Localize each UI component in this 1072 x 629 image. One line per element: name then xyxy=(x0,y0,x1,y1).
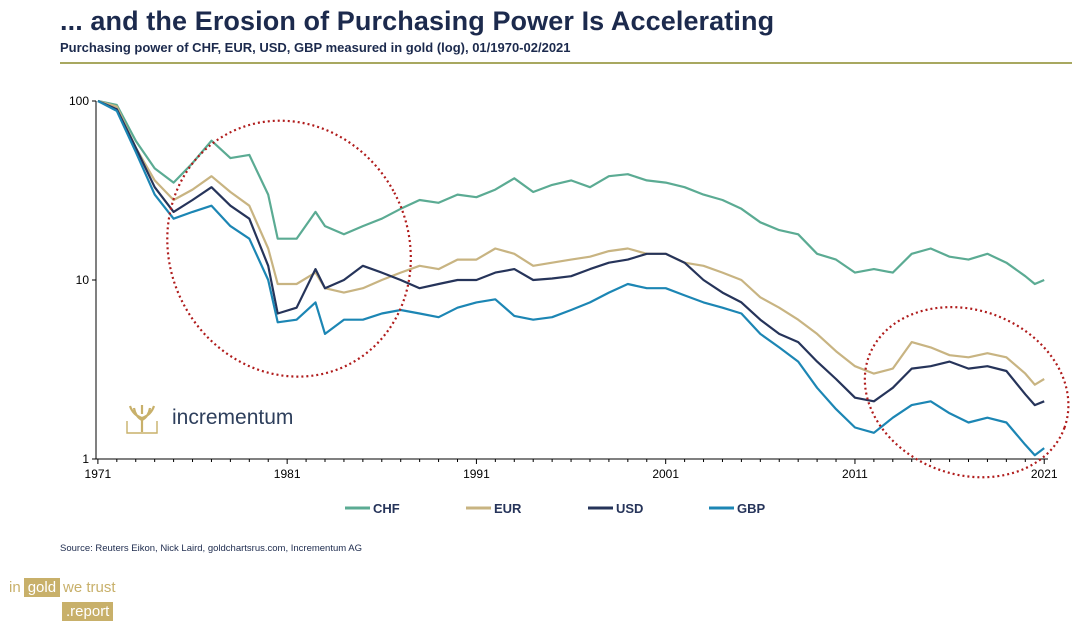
y-tick-label: 10 xyxy=(76,273,90,287)
brand-word-report: .report xyxy=(62,602,114,621)
legend-label-eur: EUR xyxy=(494,501,522,516)
legend-label-usd: USD xyxy=(616,501,643,516)
incrementum-tree-icon xyxy=(126,405,158,434)
annotation-ellipse-1970s xyxy=(166,119,412,378)
page-title: ... and the Erosion of Purchasing Power … xyxy=(60,6,775,36)
x-tick-label: 2011 xyxy=(842,467,868,481)
legend-label-chf: CHF xyxy=(373,501,400,516)
x-tick-label: 1971 xyxy=(85,467,112,481)
y-tick-label: 1 xyxy=(82,452,89,466)
series-line-chf xyxy=(97,99,1045,286)
incrementum-logo-text: incrementum xyxy=(172,406,294,429)
series-line-gbp xyxy=(97,100,1045,457)
series-line-eur xyxy=(97,99,1045,386)
annotation-ellipse-2010s xyxy=(863,306,1070,479)
ingoldwetrust-brand: in gold we trust .report xyxy=(6,578,119,621)
y-tick-label: 100 xyxy=(69,94,89,108)
x-tick-label: 2021 xyxy=(1031,467,1058,481)
chart-subtitle: Purchasing power of CHF, EUR, USD, GBP m… xyxy=(60,40,571,55)
x-tick-label: 2001 xyxy=(652,467,679,481)
x-tick-label: 1981 xyxy=(274,467,301,481)
brand-word-wetrust: we trust xyxy=(63,579,116,596)
brand-word-in: in xyxy=(9,579,21,596)
source-note: Source: Reuters Eikon, Nick Laird, goldc… xyxy=(60,543,363,554)
series-line-usd xyxy=(97,99,1045,407)
title-divider xyxy=(60,62,1072,64)
line-chart: 1 10 100 1971 1981 1991 2001 2011 2021 CHF EUR USD G… xyxy=(69,94,1070,516)
legend-label-gbp: GBP xyxy=(737,501,766,516)
brand-word-gold: gold xyxy=(23,578,61,597)
x-tick-label: 1991 xyxy=(463,467,490,481)
